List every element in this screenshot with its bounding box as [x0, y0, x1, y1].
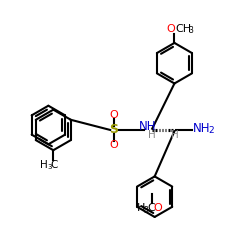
- Text: H: H: [40, 160, 48, 170]
- Text: NH: NH: [192, 122, 210, 135]
- Text: 3: 3: [47, 164, 52, 170]
- Text: H: H: [148, 130, 156, 140]
- Text: O: O: [167, 24, 175, 34]
- Text: O: O: [153, 203, 162, 213]
- Text: CH: CH: [175, 24, 191, 34]
- Text: NH: NH: [139, 120, 156, 134]
- Text: H: H: [170, 130, 178, 140]
- Text: C: C: [148, 203, 155, 213]
- Text: S: S: [110, 124, 118, 136]
- Text: O: O: [110, 110, 118, 120]
- Text: 3: 3: [189, 26, 194, 35]
- Text: C: C: [51, 160, 58, 170]
- Text: O: O: [110, 140, 118, 150]
- Text: 2: 2: [209, 126, 214, 136]
- Text: H: H: [137, 203, 145, 213]
- Text: 3: 3: [144, 206, 149, 215]
